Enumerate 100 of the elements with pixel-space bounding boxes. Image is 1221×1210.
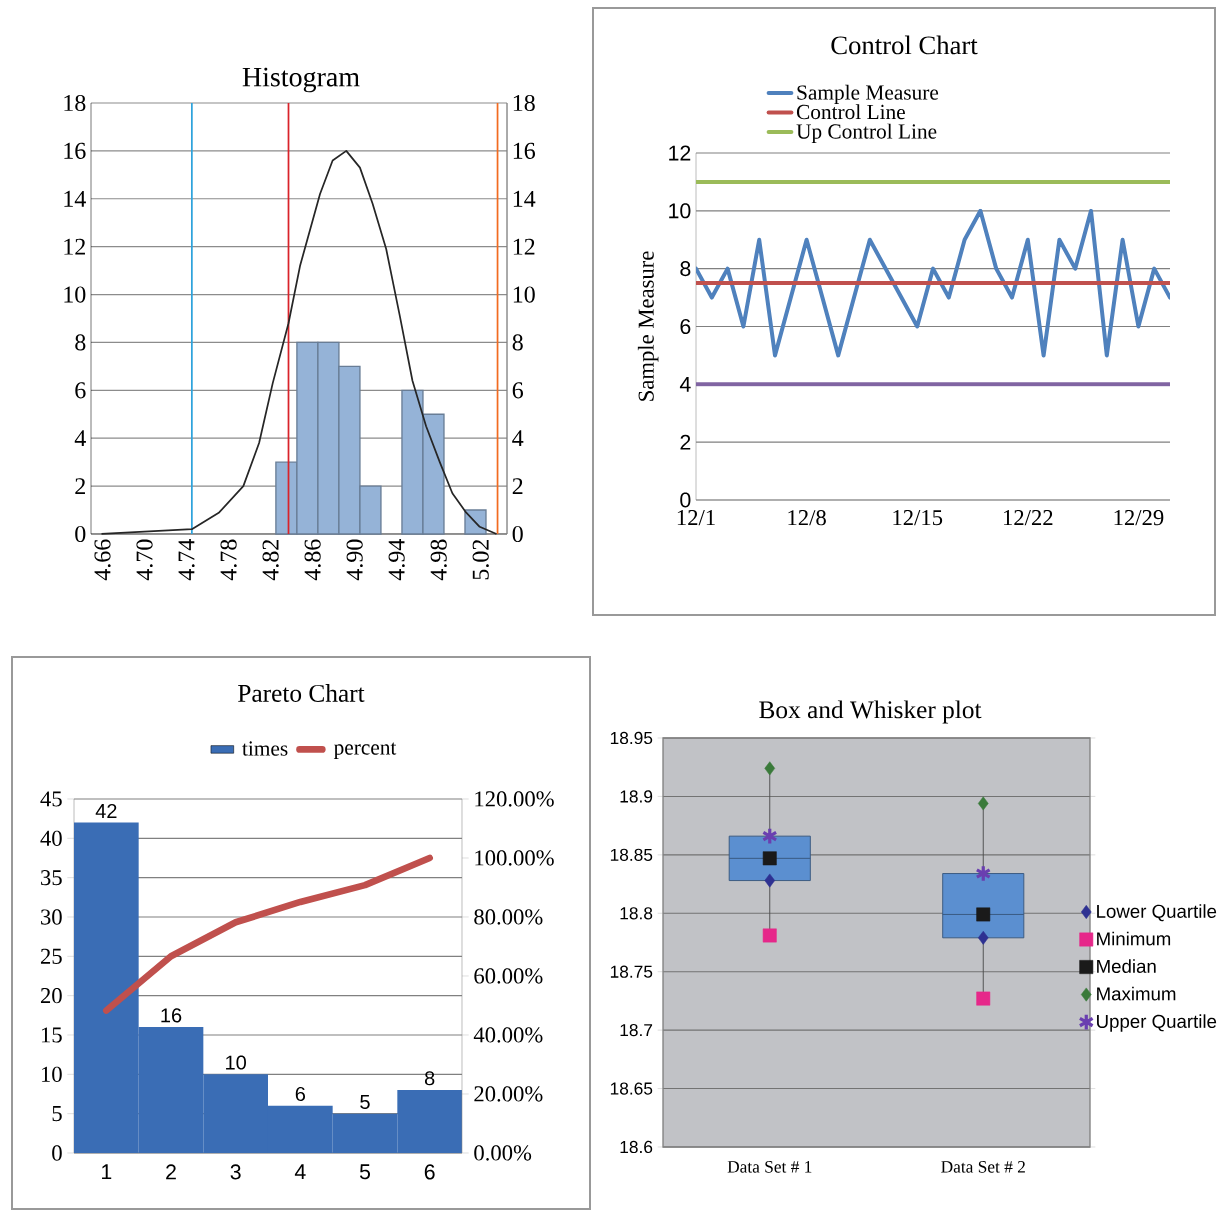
y-tick-label: 18.75 (610, 965, 653, 978)
data-label: 10 (226, 1055, 246, 1070)
x-tick-label: 5.02 (472, 540, 489, 580)
y2-tick-label: 6 (512, 382, 524, 399)
legend-label: Up Control Line (796, 123, 937, 143)
y-tick-label: 5 (52, 1106, 62, 1122)
point (975, 864, 992, 883)
legend-label: Median (1097, 959, 1156, 973)
y-tick-label: 2 (75, 478, 85, 495)
x-tick-label: Data Set # 1 (727, 1161, 812, 1173)
x-tick-label: 4.86 (304, 539, 321, 581)
y2-tick-label: 14 (513, 190, 536, 207)
x-tick-label: 12/22 (1003, 510, 1053, 526)
y-tick-label: 18.65 (610, 1082, 653, 1095)
y-tick-label: 18.7 (620, 1023, 653, 1037)
y2-tick-label: 60.00% (474, 968, 543, 984)
y2-tick-label: 18 (513, 94, 535, 112)
x-tick-label: 4.66 (94, 539, 111, 581)
point (762, 928, 777, 943)
point (977, 796, 989, 811)
point (977, 930, 989, 945)
y-tick-label: 16 (64, 142, 86, 159)
x-tick-label: 6 (424, 1164, 435, 1180)
y2-tick-label: 16 (513, 142, 536, 159)
y2-tick-label: 8 (512, 334, 523, 351)
data-label: 8 (424, 1071, 435, 1086)
y-tick-label: 0 (52, 1145, 62, 1161)
x-tick-label: 3 (230, 1164, 241, 1180)
y-tick-label: 18.6 (620, 1140, 653, 1154)
y-tick-label: 8 (75, 334, 86, 351)
y2-tick-label: 2 (512, 478, 523, 495)
y2-tick-label: 100.00% (475, 850, 554, 866)
x-tick-label: 1 (102, 1164, 112, 1180)
y2-tick-label: 20.00% (474, 1086, 543, 1102)
x-tick-label: 4.78 (220, 539, 237, 581)
y-tick-label: 12 (64, 238, 85, 255)
x-tick-label: 5 (359, 1164, 371, 1180)
y-tick-label: 45 (40, 791, 62, 807)
y-tick-label: 4 (74, 430, 86, 447)
y-tick-label: 18.8 (620, 907, 653, 920)
data-label: 6 (295, 1086, 306, 1102)
y-tick-label: 14 (64, 190, 86, 207)
y-tick-label: 18.85 (610, 848, 653, 861)
x-tick-label: Data Set # 2 (941, 1161, 1025, 1173)
legend-label: Sample Measure (797, 84, 939, 105)
y-tick-label: 0 (680, 492, 691, 508)
y-tick-label: 6 (680, 318, 691, 335)
x-tick-label: 4.94 (388, 539, 405, 581)
y2-tick-label: 0 (512, 525, 523, 543)
chart-title: Box and Whisker plot (759, 700, 982, 724)
x-tick-label: 12/15 (893, 510, 943, 526)
point (762, 851, 777, 866)
legend-label: Maximum (1097, 986, 1176, 1001)
legend-label: percent (333, 742, 397, 759)
x-tick-label: 12/8 (788, 510, 826, 526)
x-tick-label: 4.90 (346, 539, 363, 581)
y-tick-label: 20 (40, 988, 62, 1004)
y-tick-label: 18.95 (610, 731, 653, 745)
y-tick-label: 6 (75, 382, 86, 399)
y-tick-label: 10 (64, 286, 86, 303)
x-tick-label: 4.82 (262, 540, 279, 581)
x-tick-label: 2 (166, 1164, 176, 1180)
data-label: 5 (360, 1094, 370, 1109)
legend-label: Minimum (1097, 931, 1171, 946)
legend-label: Upper Quartile (1097, 1014, 1217, 1032)
data-label: 42 (95, 803, 117, 818)
x-tick-label: 4.98 (430, 539, 447, 581)
y-tick-label: 40 (40, 830, 62, 846)
data-label: 16 (161, 1008, 182, 1023)
y2-tick-label: 4 (512, 430, 524, 447)
x-tick-label: 4.74 (178, 539, 195, 581)
y2-tick-label: 80.00% (474, 909, 543, 925)
y2-tick-label: 40.00% (473, 1027, 543, 1043)
legend-label: times (242, 741, 288, 756)
y-tick-label: 30 (41, 909, 62, 925)
point (764, 873, 776, 888)
y-tick-label: 15 (41, 1027, 62, 1043)
line-series (100, 150, 498, 535)
x-tick-label: 4.70 (136, 539, 153, 581)
x-tick-label: 12/29 (1114, 510, 1164, 526)
point (761, 827, 778, 846)
y-tick-label: 18 (64, 94, 86, 112)
y-tick-label: 8 (680, 261, 691, 277)
y-tick-label: 25 (40, 948, 62, 964)
y2-tick-label: 10 (513, 286, 535, 303)
point (976, 991, 991, 1006)
x-tick-label: 12/1 (677, 510, 715, 526)
point (764, 761, 776, 776)
y2-tick-label: 0.00% (474, 1145, 532, 1161)
y-tick-label: 12 (669, 145, 691, 161)
y-tick-label: 4 (679, 376, 691, 392)
chart-title: Control Chart (831, 35, 978, 55)
y2-tick-label: 120.00% (475, 791, 554, 807)
legend-label: Control Line (796, 104, 905, 120)
y-axis-title: Sample Measure (637, 251, 659, 401)
y-tick-label: 2 (680, 434, 691, 450)
y-tick-label: 0 (75, 525, 86, 543)
y-tick-label: 18.9 (620, 790, 653, 803)
point (976, 907, 991, 922)
x-tick-label: 4 (294, 1164, 306, 1180)
